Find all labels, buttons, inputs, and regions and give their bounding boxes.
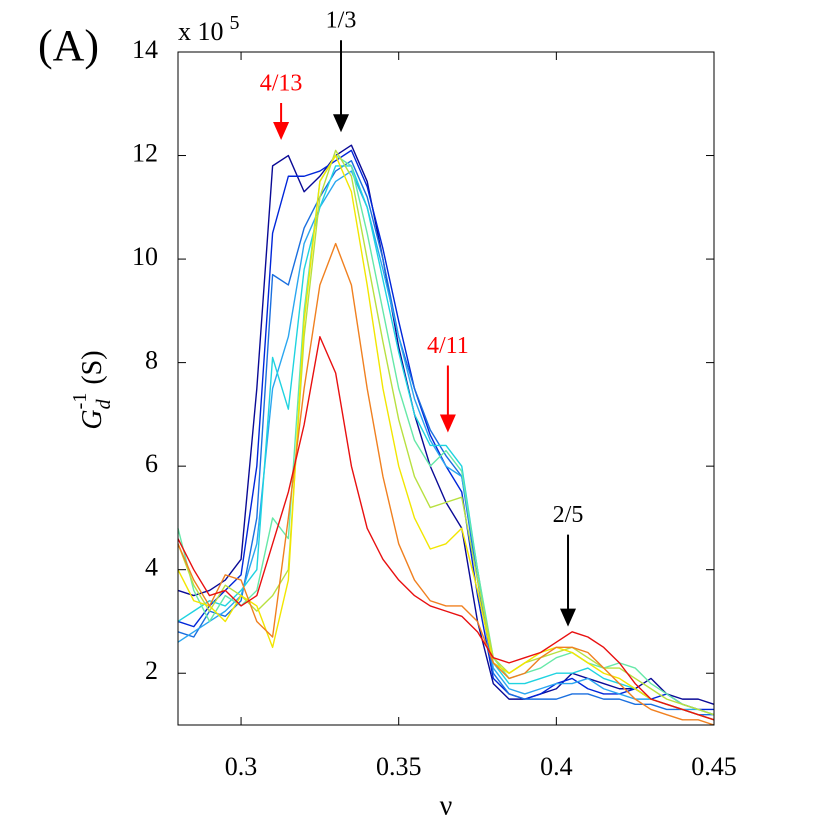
series-line [177,154,715,721]
series-line [177,160,714,716]
series-line [177,242,715,726]
multiplier-exponent: 5 [230,12,240,34]
x-tick-label: 0.4 [540,752,573,781]
annotation-arrowhead [560,608,577,627]
y-label-unit: (S) [77,350,108,384]
panel-label: (A) [38,21,99,70]
series-line [177,165,715,721]
x-axis-label: ν [440,790,453,821]
annotation-label: 4/13 [260,71,303,97]
y-tick-label: 10 [132,242,158,271]
y-label-base: G [77,409,108,429]
y-label-sup: -1 [69,393,91,410]
y-tick-label: 2 [145,656,158,685]
series-line [177,336,715,721]
annotation-label: 4/11 [427,333,469,359]
x-tick-label: 0.35 [376,752,422,781]
y-tick-label: 8 [145,346,158,375]
series-line [177,149,715,716]
y-axis-label: Gd-1 (S) [69,350,115,429]
series-line [177,170,715,716]
plot-frame [177,51,715,726]
x-tick-label: 0.45 [691,752,737,781]
annotation-arrowhead [439,414,456,433]
series-line [177,154,715,716]
y-multiplier: x 10 5 [178,12,240,46]
x-tick-label: 0.3 [225,752,258,781]
multiplier-base: x 10 [178,17,224,46]
y-tick-label: 6 [145,449,158,478]
annotation-label: 1/3 [326,8,357,34]
annotation-arrowhead [273,122,290,141]
y-tick-label: 12 [132,139,158,168]
y-tick-label: 14 [132,35,158,64]
y-label-sub: d [93,398,115,409]
y-tick-label: 4 [145,553,158,582]
annotation-label: 2/5 [553,502,584,528]
annotation-arrowhead [333,114,350,133]
